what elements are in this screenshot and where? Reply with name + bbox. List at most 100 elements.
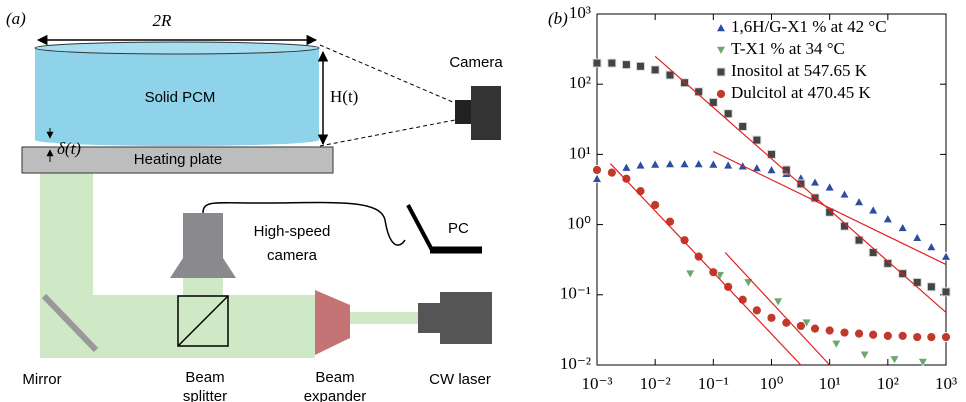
legend-marker [715, 22, 727, 32]
panel-label: (a) [6, 9, 26, 28]
data-point [665, 70, 675, 80]
data-point [607, 58, 617, 68]
gap-label: δ(t) [57, 139, 81, 158]
data-point [824, 325, 835, 336]
data-point [693, 158, 704, 168]
data-point [665, 216, 675, 227]
x-tick-label: 10² [877, 374, 899, 393]
heating-plate [21, 146, 334, 174]
data-point [636, 61, 646, 71]
hs-camera-label: High-speed [254, 223, 331, 240]
laser-body [440, 292, 492, 344]
data-point [883, 258, 893, 268]
camera-body [471, 86, 501, 140]
beam-vertical [40, 173, 93, 358]
x-tick-label: 10⁻¹ [698, 374, 729, 393]
pc-label: PC [448, 220, 469, 237]
expander-label: Beam [315, 369, 354, 386]
fit-line [713, 151, 946, 264]
data-point [650, 159, 661, 169]
hs-camera-label: camera [267, 247, 318, 264]
data-point [854, 196, 865, 206]
laser-head [418, 303, 440, 333]
data-point [882, 213, 893, 223]
x-tick-label: 10⁰ [760, 374, 784, 393]
beam-horizontal [93, 295, 315, 358]
data-point [897, 222, 908, 232]
data-point [912, 232, 923, 242]
data-point [926, 241, 937, 251]
splitter-label: Beam [185, 369, 224, 386]
data-point [854, 235, 864, 245]
expander-label: expander [304, 388, 367, 402]
data-point [795, 321, 806, 331]
x-tick-label: 10³ [935, 374, 957, 393]
legend-label: Dulcitol at 470.45 K [731, 83, 871, 102]
panel-label: (b) [548, 9, 568, 28]
y-tick-label: 10³ [569, 3, 591, 22]
data-point [621, 162, 632, 172]
data-point [897, 330, 908, 341]
cable [202, 201, 406, 246]
mirror [41, 293, 99, 353]
data-point [781, 165, 791, 175]
data-point [810, 193, 820, 203]
data-point [766, 312, 777, 323]
beam-thin [350, 312, 420, 324]
data-point [839, 327, 850, 338]
hs-camera-lens [170, 258, 236, 278]
data-point [592, 58, 602, 68]
x-tick-label: 10¹ [819, 374, 841, 393]
data-point [773, 297, 784, 307]
y-tick-label: 10⁰ [567, 214, 591, 233]
splitter-diagonal [177, 295, 229, 347]
data-point [926, 282, 936, 292]
data-point [723, 281, 734, 292]
data-point [635, 186, 646, 197]
legend-marker [715, 46, 727, 56]
mirror-label: Mirror [22, 371, 61, 388]
pc-screen [406, 204, 434, 251]
data-point [810, 323, 820, 334]
data-point [912, 332, 923, 342]
data-point [738, 121, 748, 131]
plate-label: Heating plate [134, 151, 222, 168]
laser-label: CW laser [429, 371, 491, 388]
data-point [941, 332, 951, 342]
y-tick-label: 10² [569, 73, 591, 92]
data-point [650, 200, 661, 210]
data-point [679, 158, 690, 168]
data-point [766, 164, 777, 174]
data-point [591, 173, 603, 183]
fit-line [655, 56, 946, 312]
data-point [868, 205, 879, 215]
data-point [621, 173, 632, 184]
beam-up [183, 278, 223, 295]
y-tick-label: 10¹ [569, 143, 591, 162]
hs-camera-body [183, 213, 223, 258]
data-point [592, 165, 602, 175]
data-point [889, 355, 900, 365]
data-point [621, 60, 631, 70]
diagram: (a) 2R Solid PCM H(t) Camera Heating pla… [6, 9, 503, 402]
x-tick-label: 10⁻² [640, 374, 671, 393]
data-point [708, 97, 718, 107]
x-tick-label: 10⁻³ [581, 374, 612, 393]
data-point [882, 330, 893, 341]
data-point [708, 159, 719, 169]
data-point [941, 287, 951, 297]
legend-marker [716, 67, 726, 77]
splitter-label: splitter [183, 388, 227, 402]
data-point [635, 160, 646, 170]
data-point [679, 235, 690, 246]
data-point [650, 65, 660, 75]
pcm-body [35, 48, 319, 146]
data-point [665, 158, 676, 168]
y-tick-label: 10⁻¹ [560, 284, 591, 303]
y-tick-label: 10⁻² [560, 354, 591, 373]
data-point [859, 350, 870, 360]
data-point [685, 269, 696, 279]
data-point [917, 358, 928, 368]
